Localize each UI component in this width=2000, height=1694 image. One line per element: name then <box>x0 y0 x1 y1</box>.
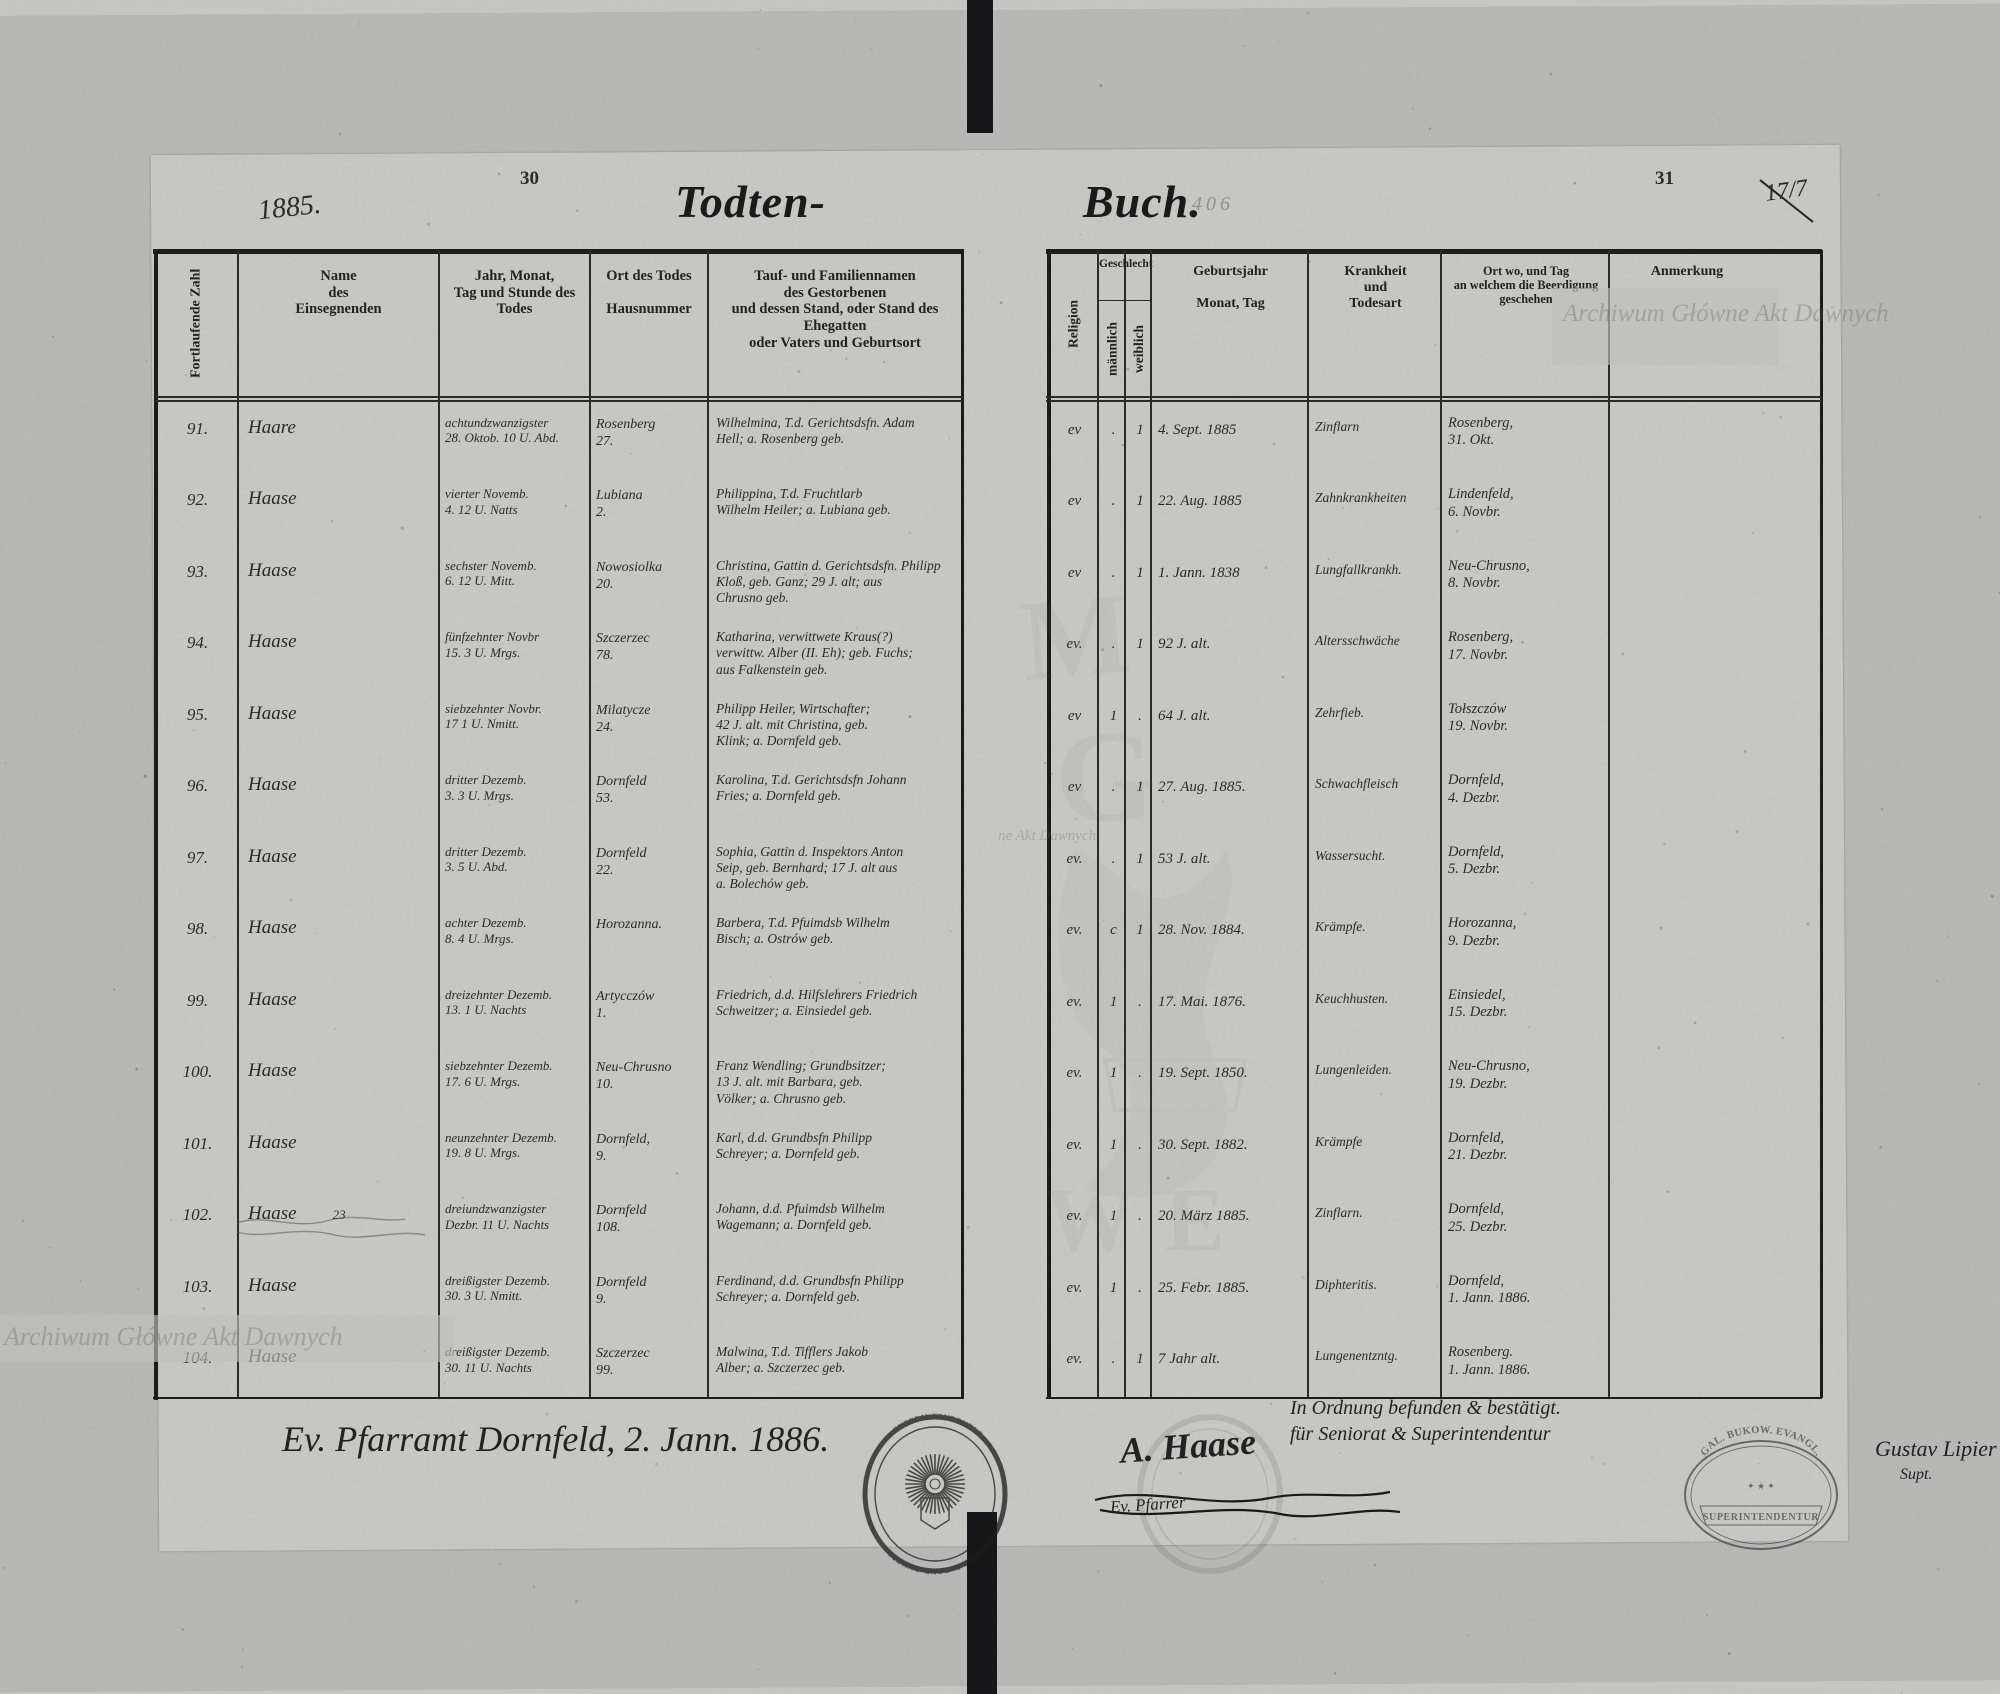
svg-text:✦ ★ ✦: ✦ ★ ✦ <box>1747 1481 1775 1491</box>
svg-text:G: G <box>1055 705 1156 849</box>
svg-text:M: M <box>1016 590 1135 705</box>
svg-text:W: W <box>1045 1171 1135 1270</box>
svg-text:SUPERINTENDENTUR: SUPERINTENDENTUR <box>1703 1512 1819 1523</box>
svg-text:E: E <box>1165 1171 1225 1270</box>
